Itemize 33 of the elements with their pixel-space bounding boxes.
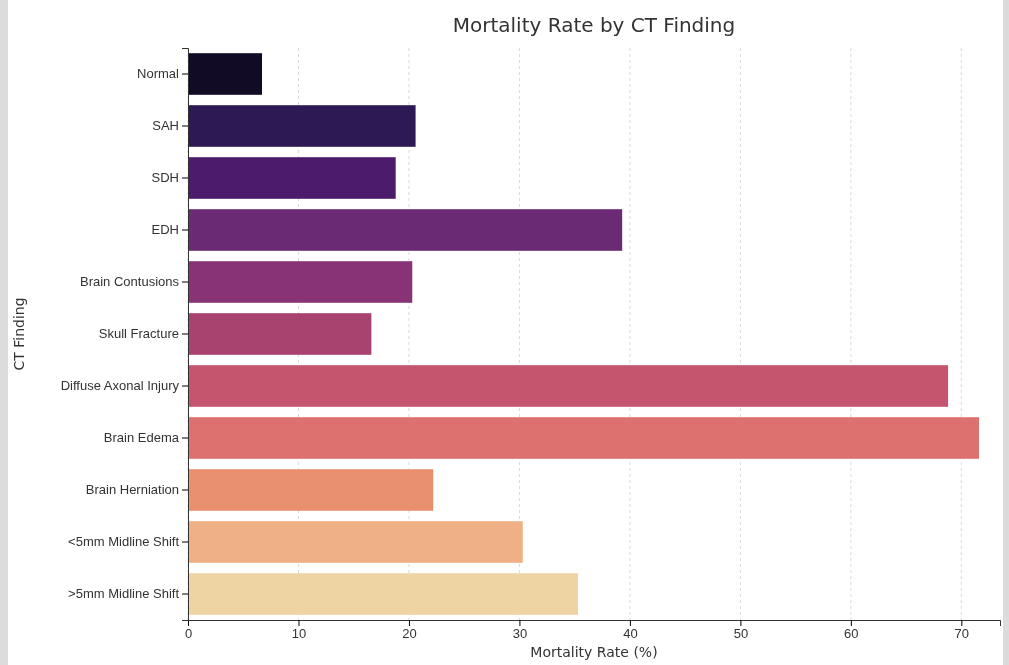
y-tick-label: Skull Fracture: [98, 326, 179, 342]
y-tick-label: Normal: [137, 66, 180, 82]
bar: [188, 157, 396, 199]
bar: [188, 469, 434, 511]
y-tick-label: SDH: [151, 170, 179, 186]
y-tick-label: Brain Contusions: [80, 274, 180, 290]
x-tick-label: 20: [402, 626, 417, 642]
bar: [188, 573, 578, 615]
y-axis-title: CT Finding: [11, 297, 27, 371]
bar: [188, 417, 980, 459]
y-tick-label: Brain Edema: [103, 430, 180, 446]
x-tick-label: 30: [512, 626, 528, 642]
y-tick-label: <5mm Midline Shift: [68, 534, 180, 550]
x-tick-label: 0: [184, 626, 193, 642]
y-tick-label: Brain Herniation: [85, 482, 179, 498]
y-tick-label: Diffuse Axonal Injury: [60, 378, 180, 394]
y-tick-label: EDH: [151, 222, 179, 238]
bar: [188, 365, 949, 407]
x-tick-label: 50: [733, 626, 749, 642]
bar: [188, 209, 623, 251]
bar: [188, 105, 416, 147]
x-axis-title: Mortality Rate (%): [530, 644, 658, 660]
bar: [188, 261, 413, 303]
y-tick-label: >5mm Midline Shift: [68, 586, 180, 602]
x-tick-label: 60: [844, 626, 859, 642]
chart-title: Mortality Rate by CT Finding: [452, 13, 736, 37]
bar: [188, 313, 372, 355]
y-tick-label: SAH: [152, 118, 179, 134]
x-tick-label: 40: [623, 626, 638, 642]
x-tick-label: 70: [954, 626, 970, 642]
bar: [188, 53, 263, 95]
bar: [188, 521, 523, 563]
x-tick-label: 10: [291, 626, 307, 642]
